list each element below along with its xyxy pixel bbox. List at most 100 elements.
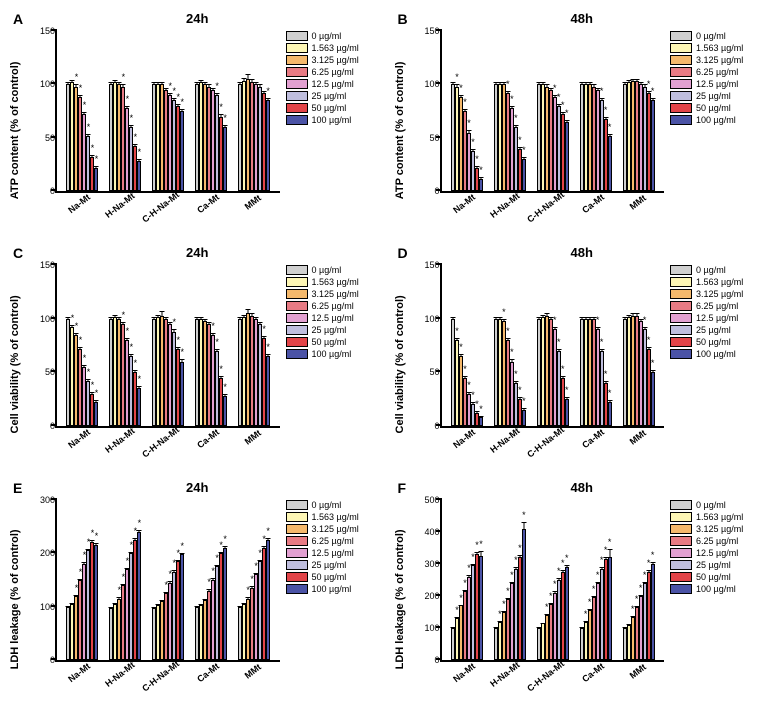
x-tick-label: Ca-Mt xyxy=(574,191,617,235)
bar: * xyxy=(223,127,227,191)
legend-item: 3.125 µg/ml xyxy=(670,524,766,534)
error-bar xyxy=(503,319,504,322)
legend-label: 25 µg/ml xyxy=(312,325,347,335)
error-bar xyxy=(123,584,124,586)
error-bar xyxy=(244,78,245,82)
significance-marker: * xyxy=(510,95,514,104)
error-bar xyxy=(460,354,461,357)
legend-item: 25 µg/ml xyxy=(286,560,382,570)
error-bar xyxy=(546,313,547,316)
x-tick-label: C-H-Na-Mt xyxy=(531,191,574,235)
error-bar xyxy=(644,582,645,584)
legend-swatch xyxy=(286,289,308,299)
legend-swatch xyxy=(670,337,692,347)
legend-label: 6.25 µg/ml xyxy=(696,301,738,311)
significance-marker: * xyxy=(651,359,655,368)
significance-marker: * xyxy=(223,535,227,544)
legend-swatch xyxy=(670,313,692,323)
significance-marker: * xyxy=(219,103,223,112)
legend-swatch xyxy=(286,103,308,113)
legend-label: 50 µg/ml xyxy=(312,103,347,113)
error-bar xyxy=(256,573,257,576)
error-bar xyxy=(201,317,202,320)
bar: * xyxy=(479,417,483,426)
error-bar xyxy=(640,319,641,322)
legend: 0 µg/ml1.563 µg/ml3.125 µg/ml6.25 µg/ml1… xyxy=(670,500,766,594)
error-bar xyxy=(609,400,610,403)
error-bar xyxy=(546,614,547,616)
significance-marker: * xyxy=(565,109,569,118)
error-bar xyxy=(652,562,653,565)
significance-marker: * xyxy=(463,98,467,107)
significance-marker: * xyxy=(126,95,130,104)
error-bar xyxy=(127,106,128,109)
legend-item: 0 µg/ml xyxy=(670,265,766,275)
bar-groups: **************************** xyxy=(57,500,280,660)
significance-marker: * xyxy=(138,148,142,157)
error-bar xyxy=(174,98,175,101)
legend-label: 100 µg/ml xyxy=(696,115,736,125)
error-bar xyxy=(221,552,222,555)
legend-item: 0 µg/ml xyxy=(670,500,766,510)
legend-label: 3.125 µg/ml xyxy=(696,289,743,299)
error-bar xyxy=(119,82,120,85)
error-bar xyxy=(632,616,633,618)
error-bar xyxy=(519,147,520,150)
error-bar xyxy=(221,114,222,117)
error-bar xyxy=(636,313,637,316)
legend-swatch xyxy=(670,325,692,335)
significance-marker: * xyxy=(506,327,510,336)
y-tick-label: 0 xyxy=(50,655,55,665)
error-bar xyxy=(538,317,539,320)
error-bar xyxy=(542,315,543,318)
bar: * xyxy=(180,111,184,191)
significance-marker: * xyxy=(561,365,565,374)
error-bar xyxy=(542,623,543,625)
legend-swatch xyxy=(286,115,308,125)
error-bar xyxy=(581,317,582,320)
error-bar xyxy=(585,82,586,85)
x-tick-label: H-Na-Mt xyxy=(104,660,147,704)
legend-swatch xyxy=(670,524,692,534)
y-axis-label: ATP content (% of control) xyxy=(9,62,21,200)
error-bar xyxy=(593,596,594,598)
error-bar xyxy=(170,93,171,96)
error-bar xyxy=(131,552,132,555)
significance-marker: * xyxy=(177,93,181,102)
legend-swatch xyxy=(670,265,692,275)
error-bar xyxy=(581,82,582,85)
significance-marker: * xyxy=(138,375,142,384)
legend-label: 0 µg/ml xyxy=(312,265,342,275)
error-bar xyxy=(166,88,167,91)
error-bar xyxy=(476,166,477,169)
error-bar xyxy=(72,80,73,83)
legend-swatch xyxy=(670,301,692,311)
x-tick-label: MMt xyxy=(617,426,660,470)
bar: * xyxy=(608,136,612,192)
y-tick-label: 200 xyxy=(40,548,55,558)
legend-label: 50 µg/ml xyxy=(696,337,731,347)
legend-swatch xyxy=(286,313,308,323)
legend-item: 1.563 µg/ml xyxy=(286,277,382,287)
x-tick-label: C-H-Na-Mt xyxy=(531,660,574,704)
error-bar xyxy=(636,606,637,608)
legend-swatch xyxy=(670,67,692,77)
legend-item: 3.125 µg/ml xyxy=(286,289,382,299)
y-tick-label: 150 xyxy=(424,26,439,36)
error-bar xyxy=(499,621,500,623)
legend-item: 1.563 µg/ml xyxy=(670,277,766,287)
legend-label: 1.563 µg/ml xyxy=(312,43,359,53)
legend-label: 25 µg/ml xyxy=(696,91,731,101)
legend-swatch xyxy=(670,79,692,89)
error-bar xyxy=(252,313,253,316)
legend-swatch xyxy=(286,584,308,594)
error-bar xyxy=(558,349,559,352)
error-bar xyxy=(558,104,559,107)
significance-marker: * xyxy=(522,397,526,406)
x-tick-label: MMt xyxy=(617,660,660,704)
significance-marker: * xyxy=(266,87,270,96)
error-bar xyxy=(209,84,210,87)
legend-label: 1.563 µg/ml xyxy=(696,43,743,53)
significance-marker: * xyxy=(223,383,227,392)
legend-swatch xyxy=(670,548,692,558)
